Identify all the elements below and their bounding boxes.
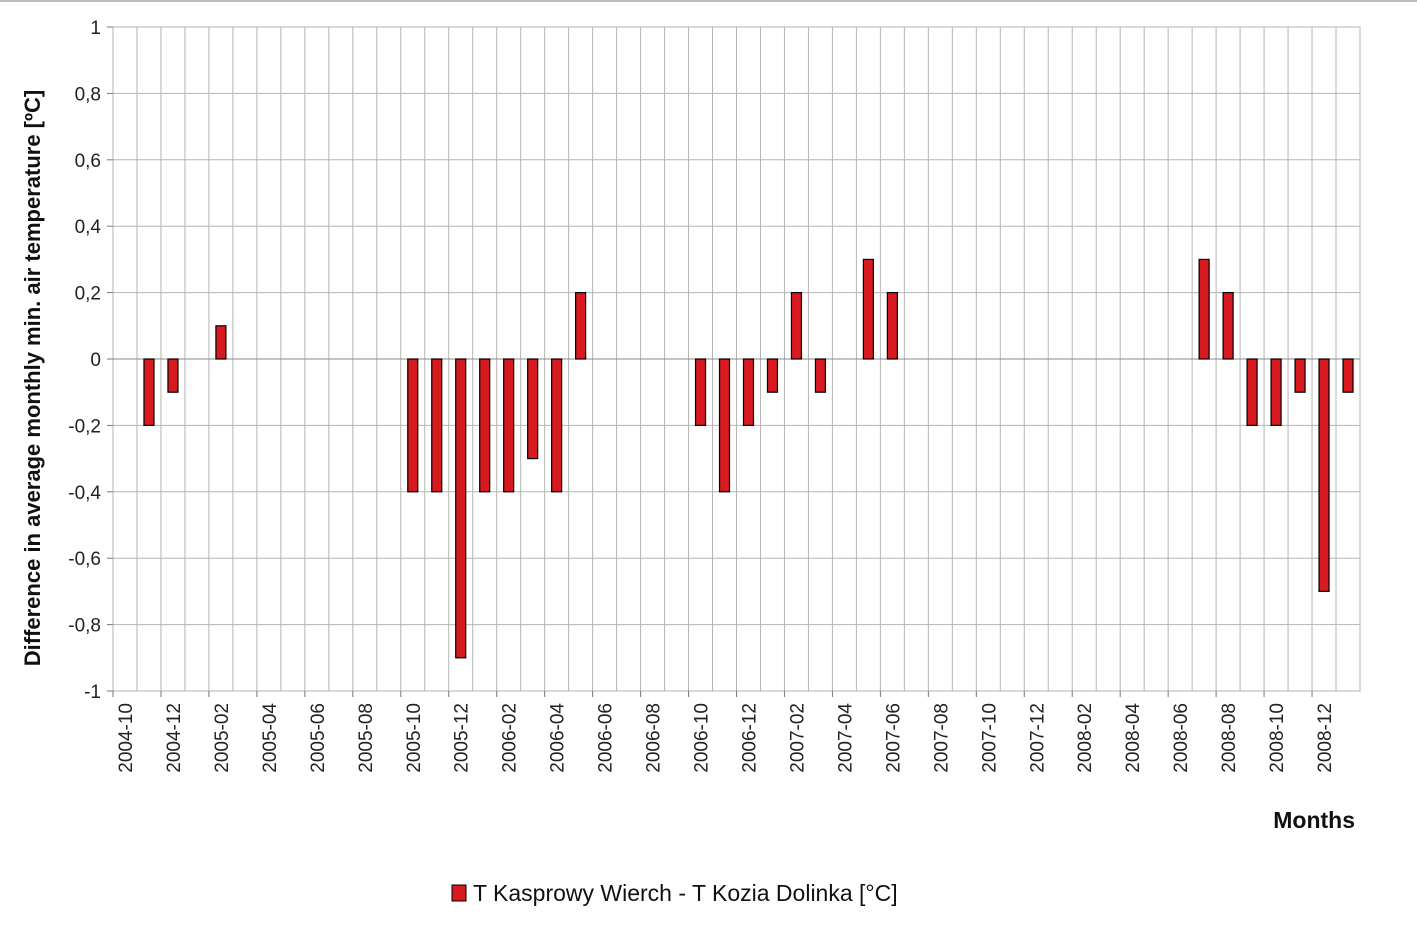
bar-2008-08 [1222, 292, 1234, 360]
legend: T Kasprowy Wierch - T Kozia Dolinka [°C] [451, 880, 898, 906]
x-tick-label: 2007-02 [787, 703, 808, 773]
x-tick-label: 2008-04 [1123, 703, 1144, 773]
x-tick-label: 2005-04 [260, 703, 281, 773]
bar-2006-02 [503, 358, 515, 493]
x-tick-label: 2005-10 [404, 703, 425, 773]
bars-group [143, 258, 1354, 659]
bar-2005-10 [407, 358, 419, 493]
bar-2008-07 [1198, 258, 1210, 360]
bar-2009-01 [1342, 358, 1354, 393]
y-tick-labels: 1 0,8 0,6 0,4 0,2 0 -0,2 -0,4 -0,6 -0,8 -1 [68, 18, 101, 703]
bar-2008-12 [1318, 358, 1330, 592]
y-tick-label: -0,8 [68, 616, 101, 637]
x-tick-label: 2008-02 [1075, 703, 1096, 773]
bar-2008-09 [1246, 358, 1258, 427]
x-tick-label: 2007-12 [1027, 703, 1048, 773]
bar-2006-11 [718, 358, 731, 493]
x-tick-label: 2006-10 [692, 703, 713, 773]
bar-2008-10 [1270, 358, 1282, 427]
bar-2007-03 [814, 358, 827, 393]
y-tick-label: -0,6 [68, 549, 101, 570]
bar-2007-06 [886, 292, 898, 360]
x-axis-label: Months [1273, 807, 1355, 833]
x-tick-label: 2005-12 [452, 703, 473, 773]
bar-2005-02 [215, 325, 227, 360]
legend-label: T Kasprowy Wierch - T Kozia Dolinka [°C] [473, 880, 898, 906]
x-tick-label: 2004-10 [116, 703, 137, 773]
bar-2006-03 [527, 358, 539, 460]
x-tick-labels: 2004-10 2004-12 2005-02 2005-04 2005-06 2005-… [116, 703, 1336, 773]
x-tick-label: 2007-04 [835, 703, 856, 773]
x-tick-label: 2008-08 [1219, 703, 1240, 773]
bar-2008-11 [1294, 358, 1306, 393]
x-tick-label: 2005-02 [212, 703, 233, 773]
bar-2007-05 [862, 258, 874, 360]
x-tick-label: 2006-08 [644, 703, 665, 773]
y-tick-label: -0,4 [68, 483, 101, 504]
bar-2006-01 [479, 358, 491, 493]
legend-swatch [451, 884, 467, 902]
top-border-line [0, 0, 1417, 2]
x-tick-label: 2006-12 [739, 703, 760, 773]
bar-2007-02 [790, 292, 803, 360]
y-tick-label: 0 [90, 350, 101, 371]
bar-2006-05 [575, 292, 587, 360]
x-tick-label: 2007-10 [979, 703, 1000, 773]
y-tick-label: -0,2 [68, 416, 101, 437]
bar-2006-10 [694, 358, 707, 427]
x-tick-label: 2005-08 [356, 703, 377, 773]
y-tick-label: 1 [90, 18, 101, 39]
x-tick-label: 2006-06 [596, 703, 617, 773]
y-tick-label: 0,8 [75, 84, 101, 105]
y-axis-label: Difference in average monthly min. air t… [20, 90, 45, 667]
bar-2005-12 [455, 358, 467, 659]
x-tick-label: 2006-02 [500, 703, 521, 773]
x-tick-label: 2007-08 [931, 703, 952, 773]
x-tick-label: 2006-04 [548, 703, 569, 773]
x-tick-label: 2005-06 [308, 703, 329, 773]
x-tick-label: 2008-12 [1315, 703, 1336, 773]
bar-2004-12 [167, 358, 179, 393]
y-tick-label: -1 [84, 682, 101, 703]
x-tick-label: 2008-10 [1267, 703, 1288, 773]
x-tick-label: 2008-06 [1171, 703, 1192, 773]
y-tick-label: 0,6 [75, 151, 101, 172]
bar-2006-12 [742, 358, 755, 427]
x-tick-label: 2007-06 [883, 703, 904, 773]
y-tick-label: 0,4 [75, 217, 102, 238]
bar-2007-01 [766, 358, 779, 393]
x-tick-label: 2004-12 [164, 703, 185, 773]
y-tick-label: 0,2 [75, 284, 101, 305]
grid-lines [107, 26, 1361, 697]
bar-2005-11 [431, 358, 443, 493]
bar-2006-04 [551, 358, 563, 493]
bar-2004-11 [143, 358, 155, 427]
